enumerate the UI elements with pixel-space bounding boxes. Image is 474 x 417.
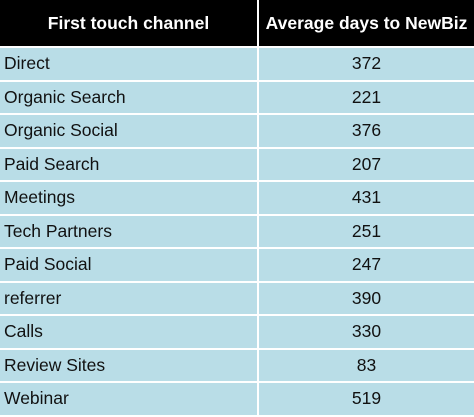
table-row: referrer 390 (0, 280, 474, 316)
days-cell: 330 (257, 314, 474, 350)
days-cell: 207 (257, 146, 474, 182)
days-cell: 431 (257, 180, 474, 216)
table-row: Organic Search 221 (0, 79, 474, 115)
channel-cell: Organic Social (0, 113, 259, 149)
channel-cell: Paid Social (0, 247, 259, 283)
days-cell: 372 (257, 46, 474, 82)
days-cell: 376 (257, 113, 474, 149)
table-row: Tech Partners 251 (0, 213, 474, 249)
header-row: First touch channel Average days to NewB… (0, 0, 474, 48)
table-row: Paid Search 207 (0, 146, 474, 182)
channel-cell: Review Sites (0, 347, 259, 383)
days-cell: 519 (257, 381, 474, 417)
channel-cell: Organic Search (0, 79, 259, 115)
table-row: Meetings 431 (0, 180, 474, 216)
table-row: Paid Social 247 (0, 247, 474, 283)
column-header-channel: First touch channel (0, 0, 259, 48)
days-cell: 247 (257, 247, 474, 283)
channel-cell: Calls (0, 314, 259, 350)
table-row: Organic Social 376 (0, 113, 474, 149)
days-cell: 221 (257, 79, 474, 115)
channel-cell: Tech Partners (0, 213, 259, 249)
channel-cell: Meetings (0, 180, 259, 216)
days-cell: 390 (257, 280, 474, 316)
table-row: Direct 372 (0, 46, 474, 82)
channel-cell: referrer (0, 280, 259, 316)
column-header-days: Average days to NewBiz (257, 0, 474, 48)
table-row: Review Sites 83 (0, 347, 474, 383)
channel-cell: Paid Search (0, 146, 259, 182)
days-cell: 251 (257, 213, 474, 249)
channel-cell: Webinar (0, 381, 259, 417)
days-cell: 83 (257, 347, 474, 383)
table-row: Webinar 519 (0, 381, 474, 417)
channel-cell: Direct (0, 46, 259, 82)
table-row: Calls 330 (0, 314, 474, 350)
